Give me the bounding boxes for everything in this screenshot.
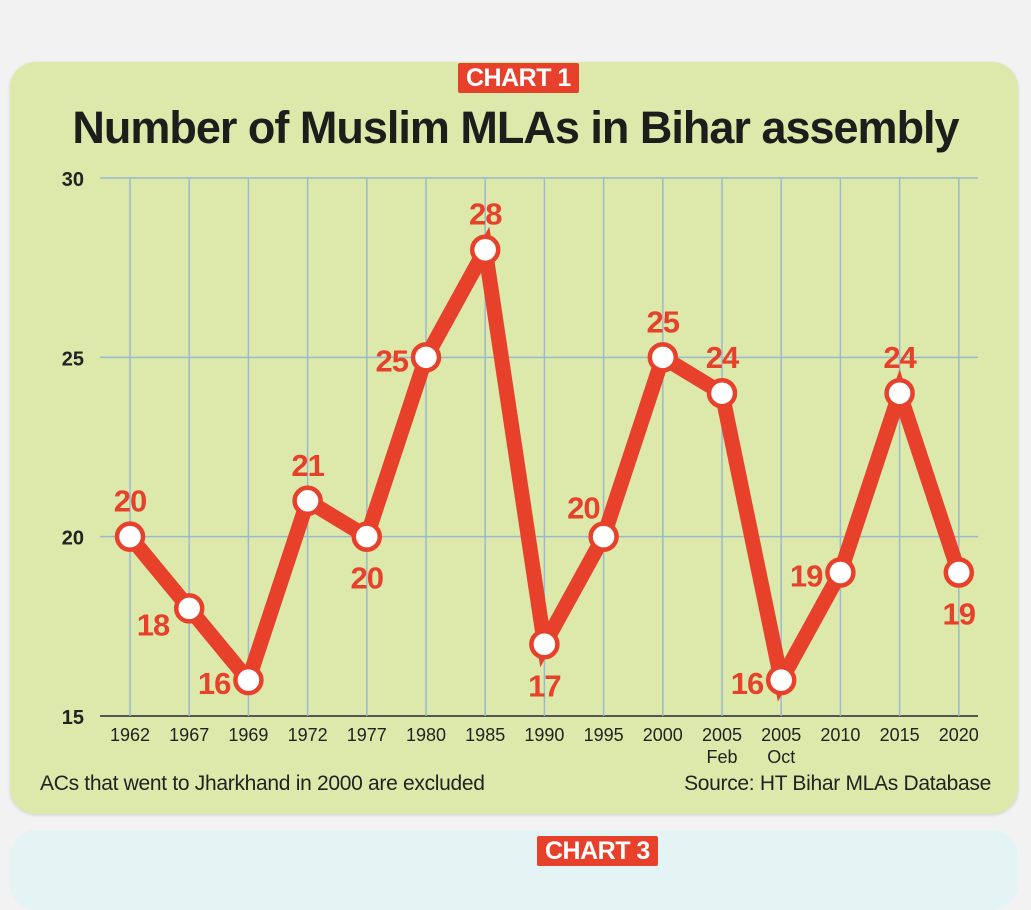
data-point xyxy=(469,234,501,265)
data-label: 28 xyxy=(469,197,502,232)
x-tick-label: 1985 xyxy=(465,725,505,745)
x-tick-label: 2015 xyxy=(880,725,920,745)
data-point xyxy=(114,521,146,552)
data-point xyxy=(588,521,619,552)
data-label: 16 xyxy=(731,666,764,701)
line-chart: 15 20 25 30 1962 1967 1969 1972 1977 1980 1985 1990… xyxy=(62,169,979,767)
data-label: 24 xyxy=(883,340,917,375)
x-tick-label: 2020 xyxy=(939,725,979,745)
data-label: 19 xyxy=(943,597,976,632)
data-label: 25 xyxy=(647,304,680,339)
data-label: 17 xyxy=(528,668,560,703)
data-point xyxy=(529,629,560,660)
x-tick-label: 1977 xyxy=(347,725,387,745)
next-chart-number-badge: CHART 3 xyxy=(537,836,658,866)
x-tick-label: 1980 xyxy=(406,725,446,745)
y-tick-label: 25 xyxy=(62,348,84,370)
data-point xyxy=(173,593,205,624)
data-point xyxy=(351,521,383,552)
data-point xyxy=(884,377,915,409)
data-point xyxy=(647,342,679,373)
data-point xyxy=(765,664,797,696)
x-tick-label: Feb xyxy=(706,747,737,767)
x-tick-label: Oct xyxy=(767,747,795,767)
x-tick-label: 2005 xyxy=(702,725,742,745)
y-tick-label: 15 xyxy=(62,707,84,729)
x-tick-label: 2005 xyxy=(761,725,801,745)
x-tick-label: 1967 xyxy=(169,725,209,745)
x-tick-label: 1972 xyxy=(288,725,328,745)
footnote: ACs that went to Jharkhand in 2000 are e… xyxy=(40,772,485,795)
y-tick-label: 20 xyxy=(62,528,84,550)
x-tick-label: 1969 xyxy=(228,725,268,745)
data-point xyxy=(825,557,856,588)
data-label: 20 xyxy=(567,491,599,526)
x-tick-label: 1962 xyxy=(110,725,150,745)
data-point xyxy=(943,557,975,588)
data-label: 25 xyxy=(376,343,409,378)
x-tick-label: 2000 xyxy=(643,725,683,745)
data-label: 24 xyxy=(706,340,740,375)
data-label: 19 xyxy=(790,559,823,594)
data-label: 20 xyxy=(114,484,146,519)
data-label: 18 xyxy=(137,607,170,642)
y-tick-label: 30 xyxy=(62,169,84,191)
data-point xyxy=(410,342,442,373)
data-point xyxy=(706,377,738,409)
x-tick-label: 1990 xyxy=(524,725,564,745)
data-label: 20 xyxy=(351,561,383,596)
data-point xyxy=(233,664,264,696)
chart-number-badge: CHART 1 xyxy=(458,63,579,93)
x-tick-label: 2010 xyxy=(820,725,860,745)
x-tick-label: 1995 xyxy=(584,725,624,745)
data-label: 16 xyxy=(198,666,231,701)
data-label: 21 xyxy=(291,448,324,483)
source-note: Source: HT Bihar MLAs Database xyxy=(684,772,991,795)
data-point xyxy=(292,485,323,517)
chart-title: Number of Muslim MLAs in Bihar assembly xyxy=(72,102,959,153)
